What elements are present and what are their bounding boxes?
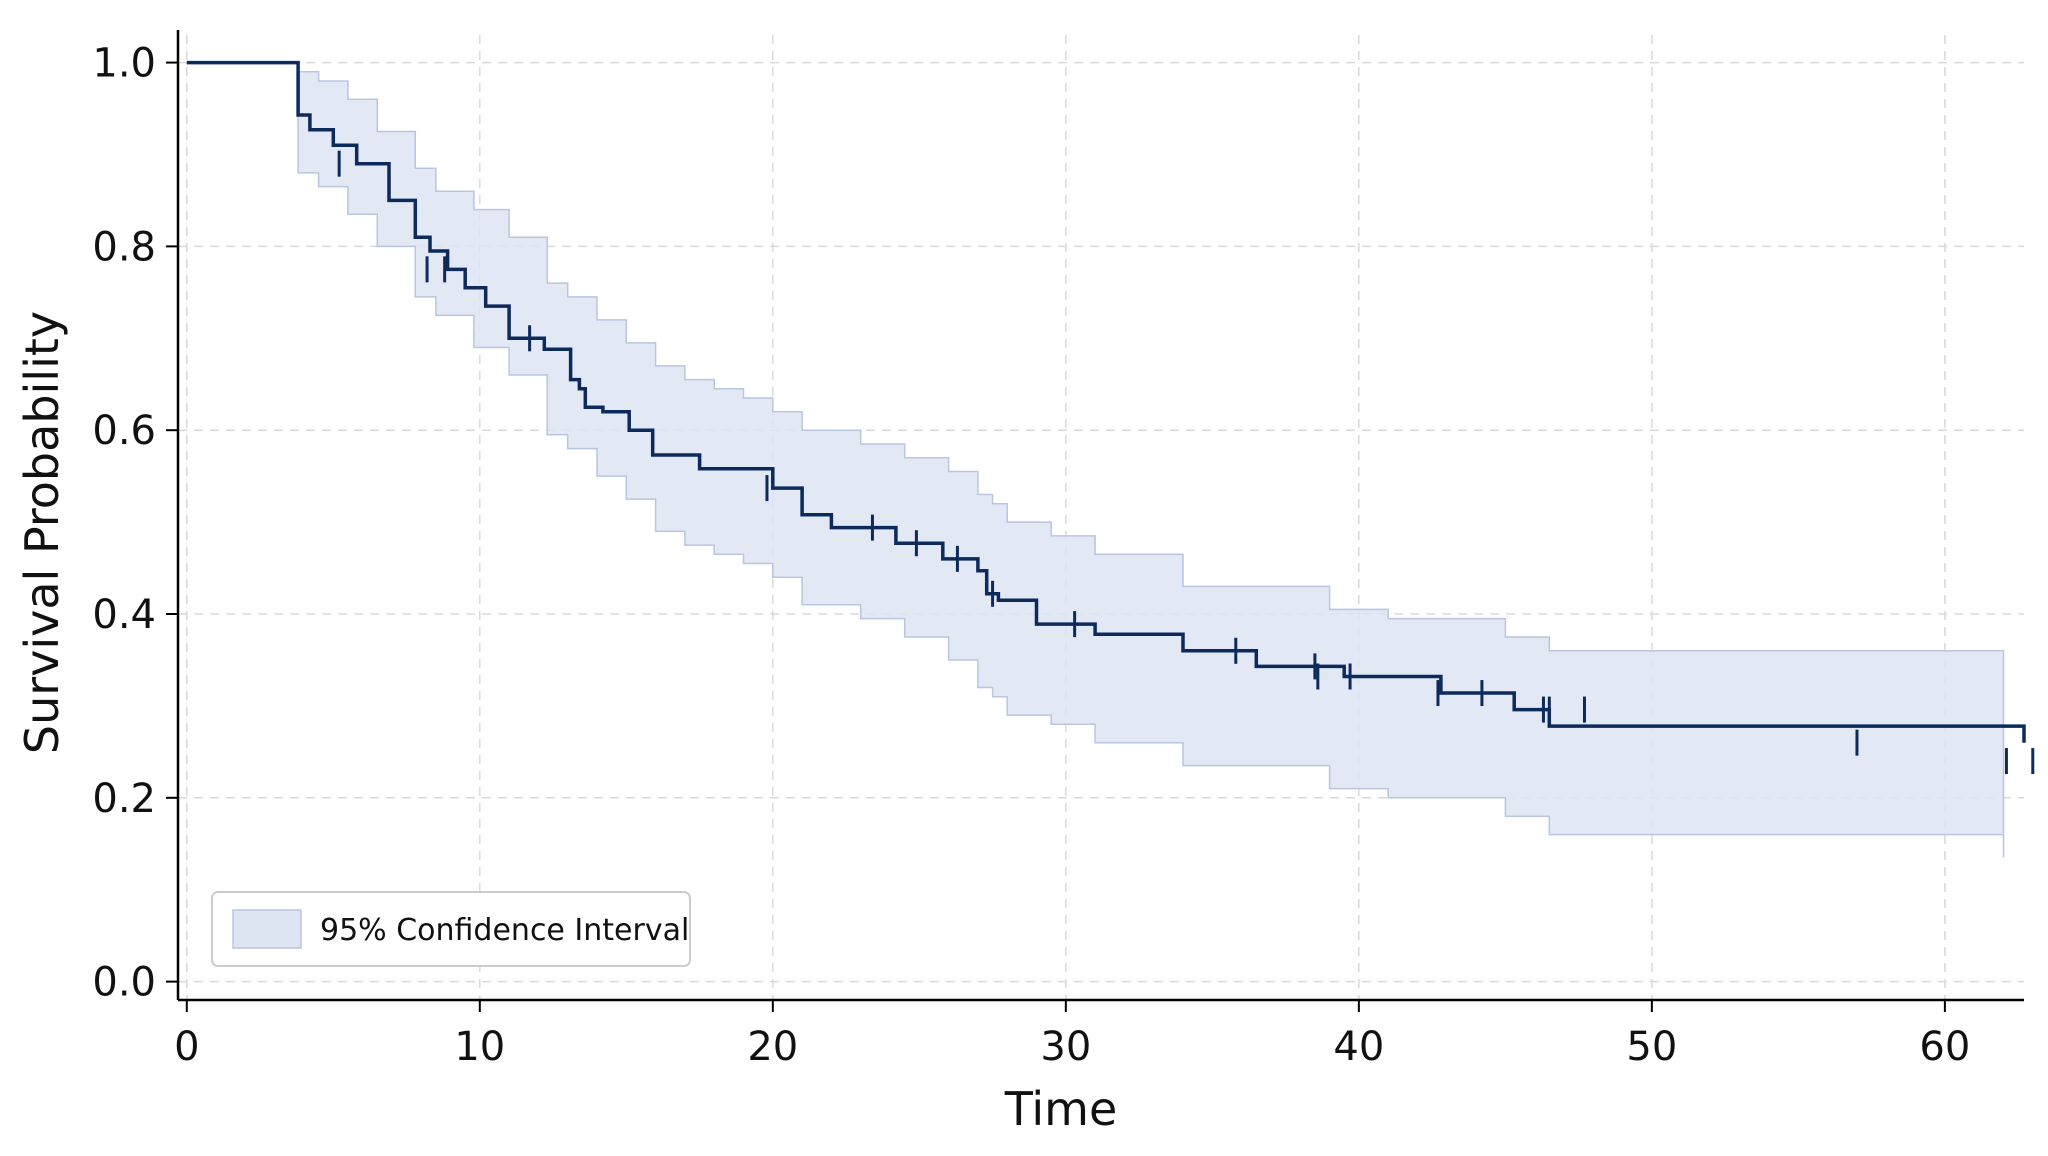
- y-tick-label: 1.0: [92, 41, 156, 87]
- y-tick-label: 0.0: [92, 960, 156, 1006]
- x-tick-label: 10: [454, 1024, 505, 1070]
- y-tick-label: 0.8: [92, 224, 156, 270]
- survival-curve: [186, 60, 2026, 743]
- censor-marks-layer: [337, 150, 2035, 775]
- x-tick-label: 30: [1040, 1024, 1091, 1070]
- legend-box: [211, 891, 691, 967]
- y-axis-label: Survival Probability: [15, 311, 69, 754]
- confidence-band-layer: [186, 61, 2005, 858]
- legend-swatch-ci: [232, 909, 302, 949]
- y-tick-label: 0.4: [92, 592, 156, 638]
- legend: 95% Confidence Interval: [211, 891, 691, 967]
- x-tick-label: 50: [1626, 1024, 1677, 1070]
- x-tick-label: 40: [1333, 1024, 1384, 1070]
- legend-label-ci: 95% Confidence Interval: [320, 913, 689, 948]
- x-tick-label: 20: [747, 1024, 798, 1070]
- grid-layer: [178, 35, 2024, 1000]
- y-tick-label: 0.2: [92, 776, 156, 822]
- x-tick-label: 60: [1919, 1024, 1970, 1070]
- confidence-band: [186, 61, 2005, 858]
- axes-layer: 0 10 20 30 40 50 60 0.0 0.2 0.4 0.6 0.8 1.0: [92, 30, 2024, 1070]
- x-tick-label: 0: [174, 1024, 199, 1070]
- x-axis-label: Time: [1004, 1082, 1118, 1136]
- y-tick-label: 0.6: [92, 408, 156, 454]
- survival-curve-layer: [186, 60, 2026, 743]
